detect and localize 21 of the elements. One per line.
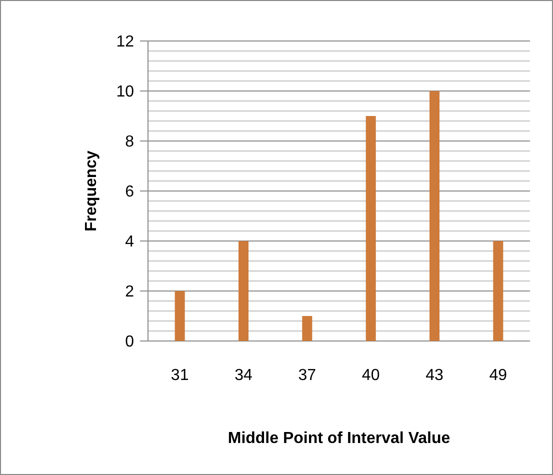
y-tick-label: 10 <box>116 84 134 101</box>
bar <box>493 241 504 341</box>
bar <box>430 91 440 341</box>
y-tick-label: 0 <box>125 334 134 351</box>
bar <box>366 116 376 341</box>
x-tick-label: 37 <box>298 367 316 384</box>
y-tick-label: 4 <box>125 234 134 251</box>
x-axis-title: Middle Point of Interval Value <box>228 430 450 447</box>
bar <box>238 241 248 341</box>
bar <box>174 291 185 341</box>
y-tick-label: 6 <box>125 184 134 201</box>
bar <box>302 316 312 341</box>
y-axis-title: Frequency <box>83 150 100 232</box>
x-tick-label: 43 <box>426 367 444 384</box>
x-tick-label: 31 <box>170 367 189 384</box>
y-tick-label: 2 <box>125 284 134 301</box>
x-tick-label: 49 <box>489 367 508 384</box>
x-tick-label: 34 <box>234 367 252 384</box>
x-tick-label: 40 <box>362 367 380 384</box>
y-tick-label: 12 <box>116 34 134 51</box>
y-tick-label: 8 <box>125 134 134 151</box>
